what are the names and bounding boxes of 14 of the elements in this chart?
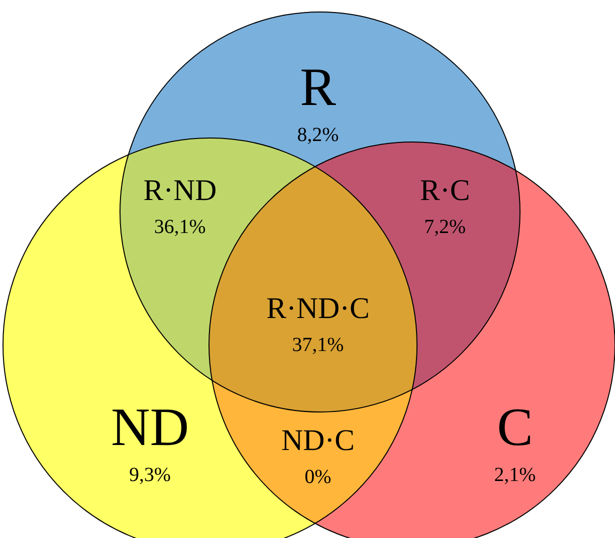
data-label: 2,1% — [494, 464, 536, 486]
category-label: R·ND·C — [266, 292, 370, 325]
data-label: 0% — [304, 466, 332, 488]
category-label: R·ND — [143, 174, 217, 207]
category-label: R·C — [420, 174, 470, 207]
category-label: ND — [111, 397, 189, 457]
category-label: R — [300, 57, 336, 117]
data-label: 36,1% — [154, 216, 206, 238]
data-label: 37,1% — [292, 334, 344, 356]
data-label: 7,2% — [424, 216, 466, 238]
category-label: ND·C — [281, 424, 355, 457]
category-label: C — [496, 397, 534, 457]
data-label: 8,2% — [297, 124, 339, 146]
data-label: 9,3% — [129, 464, 171, 486]
